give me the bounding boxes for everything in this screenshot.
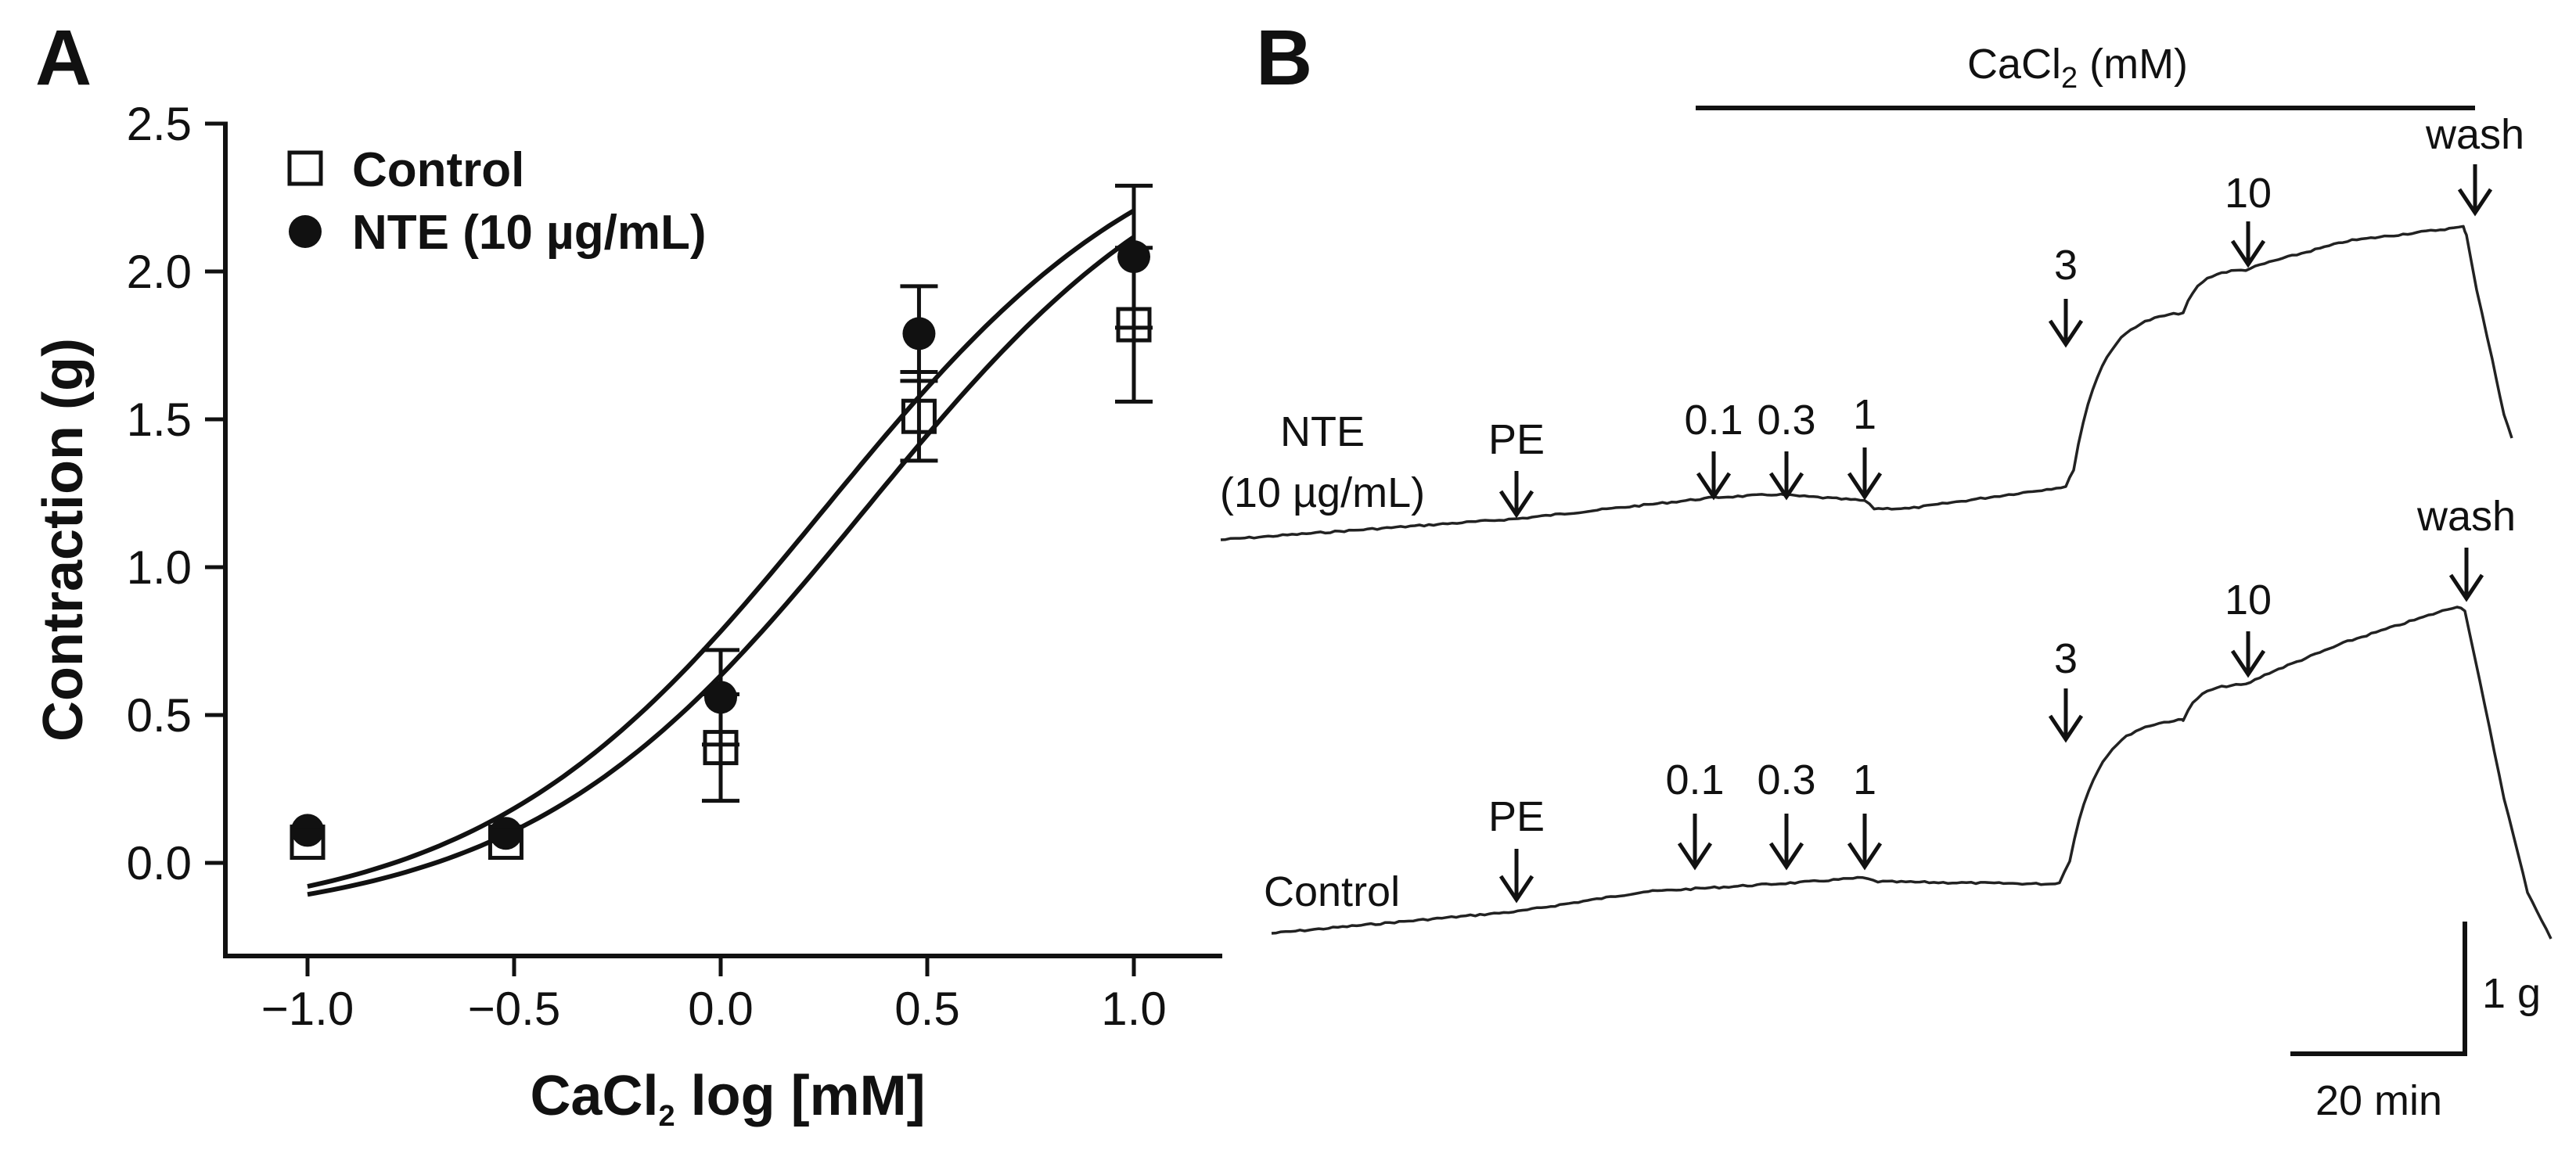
error-bars — [702, 183, 1153, 803]
nte-arrow-head — [1498, 490, 1534, 519]
scale-bar-force-label: 1 g — [2482, 970, 2541, 1017]
x-tick-label: 0.0 — [688, 983, 753, 1035]
control-point — [703, 730, 739, 766]
y-tick-label: 1.0 — [127, 541, 192, 594]
control-arrow-head — [2230, 649, 2266, 678]
nte-trace — [1220, 225, 2513, 541]
control-marker-label: 3 — [2054, 635, 2078, 682]
nte-label-line2: (10 µg/mL) — [1220, 469, 1425, 516]
nte-arrow-head — [1696, 472, 1732, 501]
panel-a-letter: A — [35, 14, 92, 102]
x-tick-label: 1.0 — [1101, 983, 1166, 1035]
nte-label-line1: NTE — [1280, 408, 1365, 455]
nte-point — [489, 817, 523, 850]
control-arrow-head — [1498, 875, 1534, 904]
nte-marker-label: PE — [1488, 416, 1545, 463]
nte-point — [1117, 240, 1150, 274]
nte-point — [704, 681, 737, 714]
control-arrow-head — [1847, 842, 1883, 871]
x-axis-ticks: −1.0 −0.5 0.0 0.5 1.0 — [261, 954, 1167, 1035]
fit-curve-nte — [307, 208, 1135, 889]
nte-arrow-head — [2457, 188, 2493, 217]
nte-arrow-head — [1847, 472, 1883, 501]
nte-marker-label: 10 — [2225, 170, 2272, 217]
panel-b-letter: B — [1256, 14, 1312, 102]
control-point — [1116, 307, 1152, 343]
nte-point — [902, 317, 936, 350]
control-marker-label: 0.3 — [1757, 756, 1815, 803]
control-event-markers: PE 0.1 0.3 1 3 10 wash — [1488, 493, 2516, 904]
nte-arrow-head — [1768, 472, 1804, 501]
y-tick-label: 0.0 — [127, 837, 192, 889]
legend-nte-label: NTE (10 µg/mL) — [352, 206, 707, 260]
control-trace — [1271, 606, 2553, 940]
y-tick-label: 2.5 — [127, 98, 192, 150]
legend-nte-marker — [289, 215, 322, 248]
nte-arrow-head — [2048, 319, 2084, 348]
y-tick-label: 2.0 — [127, 246, 192, 298]
nte-arrow-head — [2230, 239, 2266, 268]
control-arrow-head — [2448, 573, 2484, 602]
x-tick-label: 0.5 — [894, 983, 959, 1035]
legend-control-marker — [287, 150, 323, 186]
nte-marker-label: 0.1 — [1684, 397, 1743, 444]
x-tick-label: −0.5 — [468, 983, 560, 1035]
control-marker-label: 10 — [2225, 577, 2272, 624]
nte-event-markers: PE 0.1 0.3 1 3 10 wash — [1488, 111, 2524, 519]
nte-point — [291, 814, 324, 847]
x-axis-title: CaCl2 log [mM] — [530, 1065, 925, 1133]
nte-marker-label: wash — [2425, 111, 2524, 158]
control-arrow-head — [2048, 714, 2084, 743]
control-arrow-head — [1768, 842, 1804, 871]
control-point — [901, 398, 937, 434]
nte-marker-label: 3 — [2054, 242, 2078, 289]
nte-marker-label: 0.3 — [1757, 397, 1815, 444]
control-marker-label: 0.1 — [1665, 756, 1724, 803]
control-point — [290, 825, 326, 861]
x-tick-label: −1.0 — [261, 983, 354, 1035]
cacl2-bar-label: CaCl2 (mM) — [1967, 41, 2188, 95]
control-marker-label: wash — [2416, 493, 2516, 540]
legend-control-label: Control — [352, 143, 524, 197]
y-tick-label: 0.5 — [127, 689, 192, 742]
legend: Control NTE (10 µg/mL) — [287, 143, 707, 260]
control-marker-label: PE — [1488, 793, 1545, 840]
y-axis-title: Contraction (g) — [32, 338, 95, 742]
control-arrow-head — [1677, 842, 1713, 871]
control-marker-label: 1 — [1853, 756, 1876, 803]
control-label: Control — [1264, 868, 1400, 915]
y-tick-label: 1.5 — [127, 394, 192, 446]
scale-bar-time-label: 20 min — [2315, 1077, 2442, 1124]
nte-marker-label: 1 — [1853, 391, 1876, 438]
control-point — [487, 825, 523, 861]
y-axis-ticks: 0.0 0.5 1.0 1.5 2.0 2.5 — [127, 98, 228, 889]
data-points — [290, 240, 1152, 861]
scale-bar: 1 g 20 min — [2290, 922, 2541, 1124]
